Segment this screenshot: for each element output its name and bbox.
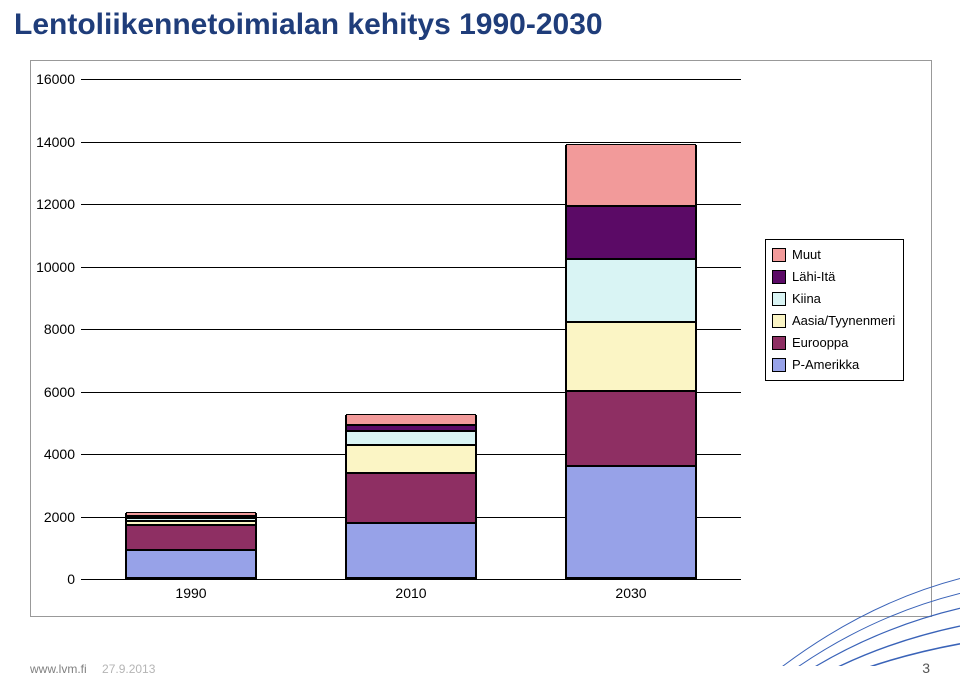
x-axis-labels: 1990 2010 2030 <box>81 585 741 605</box>
legend-item: Muut <box>772 244 895 266</box>
y-tick-label: 14000 <box>36 134 75 150</box>
legend-label: Kiina <box>792 288 821 310</box>
bar-segment <box>566 259 696 322</box>
bar-segment <box>566 144 696 207</box>
y-tick-label: 4000 <box>44 446 75 462</box>
bar-2030 <box>565 145 697 579</box>
legend-label: Muut <box>792 244 821 266</box>
x-tick-label: 2030 <box>615 585 646 601</box>
bar-segment <box>126 550 256 578</box>
bar-segment <box>566 322 696 391</box>
legend-item: Aasia/Tyynenmeri <box>772 310 895 332</box>
legend-swatch-icon <box>772 270 786 284</box>
y-tick-label: 2000 <box>44 509 75 525</box>
gridline <box>81 142 741 143</box>
chart-legend: MuutLähi-ItäKiinaAasia/TyynenmeriEuroopp… <box>765 239 904 381</box>
bar-segment <box>126 516 256 518</box>
legend-item: Lähi-Itä <box>772 266 895 288</box>
y-tick-label: 16000 <box>36 71 75 87</box>
legend-item: Kiina <box>772 288 895 310</box>
footer-left: www.lvm.fi 27.9.2013 <box>30 662 155 676</box>
bar-segment <box>126 518 256 521</box>
legend-swatch-icon <box>772 248 786 262</box>
y-tick-label: 10000 <box>36 259 75 275</box>
bar-segment <box>346 445 476 473</box>
y-tick-label: 6000 <box>44 384 75 400</box>
bar-segment <box>346 523 476 578</box>
footer-page-number: 3 <box>922 660 930 676</box>
x-tick-label: 2010 <box>395 585 426 601</box>
footer-site: www.lvm.fi <box>30 662 87 676</box>
legend-label: Lähi-Itä <box>792 266 835 288</box>
page-title: Lentoliikennetoimialan kehitys 1990-2030 <box>14 8 603 42</box>
bar-segment <box>126 521 256 525</box>
bar-segment <box>566 206 696 259</box>
bar-1990 <box>125 513 257 579</box>
bar-2010 <box>345 415 477 579</box>
x-tick-label: 1990 <box>175 585 206 601</box>
bar-segment <box>346 414 476 425</box>
y-tick-label: 0 <box>67 571 75 587</box>
y-tick-label: 12000 <box>36 196 75 212</box>
bar-segment <box>346 425 476 431</box>
legend-swatch-icon <box>772 292 786 306</box>
bar-segment <box>566 391 696 466</box>
legend-swatch-icon <box>772 336 786 350</box>
y-tick-label: 8000 <box>44 321 75 337</box>
bar-segment <box>346 431 476 445</box>
legend-swatch-icon <box>772 358 786 372</box>
chart-plot-area: 0200040006000800010000120001400016000 <box>81 79 741 579</box>
bar-segment <box>566 466 696 579</box>
gridline <box>81 79 741 80</box>
bar-segment <box>346 473 476 523</box>
gridline <box>81 579 741 580</box>
legend-label: Eurooppa <box>792 332 848 354</box>
bar-segment <box>126 512 256 516</box>
legend-label: Aasia/Tyynenmeri <box>792 310 895 332</box>
legend-label: P-Amerikka <box>792 354 859 376</box>
legend-item: P-Amerikka <box>772 354 895 376</box>
bar-segment <box>126 525 256 550</box>
legend-swatch-icon <box>772 314 786 328</box>
footer-date: 27.9.2013 <box>102 662 155 676</box>
legend-item: Eurooppa <box>772 332 895 354</box>
chart-frame: 0200040006000800010000120001400016000 19… <box>30 60 932 617</box>
